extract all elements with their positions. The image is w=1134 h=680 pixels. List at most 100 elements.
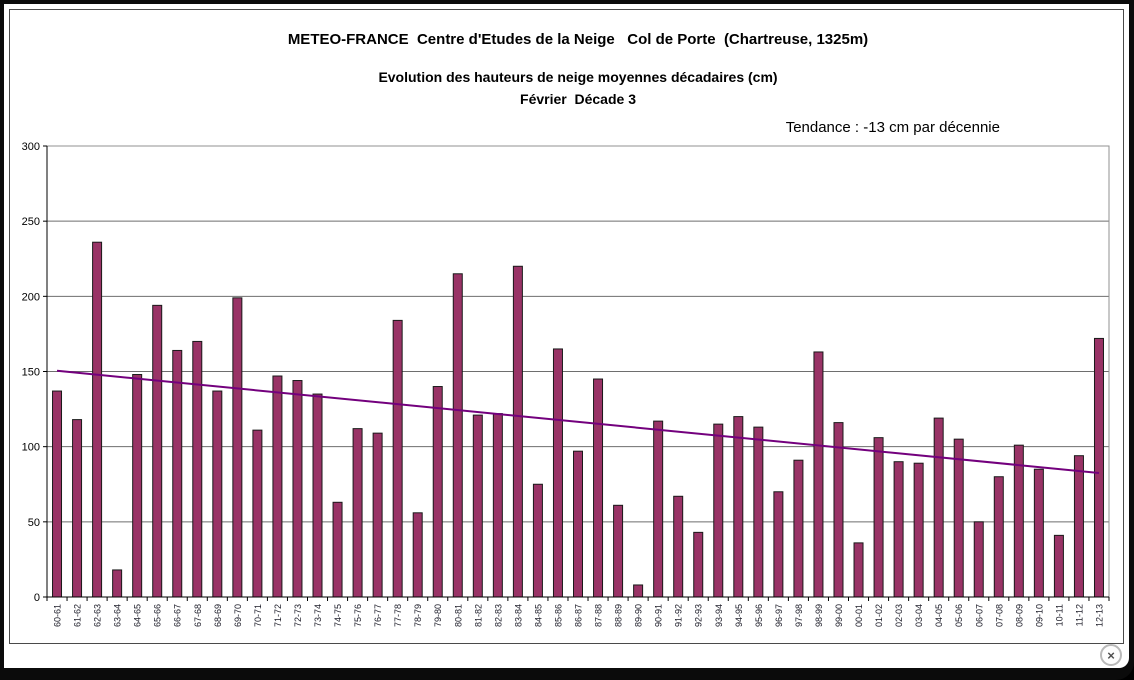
x-tick-label: 91-92	[674, 604, 684, 627]
x-tick-label: 74-75	[333, 604, 343, 627]
bar	[673, 495, 684, 598]
y-tick-label: 300	[22, 141, 40, 153]
x-tick-label: 70-71	[253, 604, 263, 627]
bar	[252, 429, 263, 598]
x-tick-label: 98-99	[814, 604, 824, 627]
y-tick-label: 250	[22, 216, 40, 228]
x-tick-label: 95-96	[754, 604, 764, 627]
bar	[112, 569, 123, 598]
plot-svg: 0 50 100 150 200 250 300 60-61 61-62 62-63 63-64 64…	[22, 141, 1110, 627]
bar	[793, 459, 804, 598]
bar	[552, 348, 563, 598]
x-tick-label: 88-89	[614, 604, 624, 627]
x-tick-label: 12-13	[1094, 604, 1104, 627]
x-tick-label: 93-94	[714, 604, 724, 627]
y-tick-label: 200	[22, 291, 40, 303]
bar	[953, 438, 964, 598]
x-tick-label: 96-97	[774, 604, 784, 627]
x-tick-label: 08-09	[1014, 604, 1024, 627]
bar	[693, 531, 704, 598]
x-tick-label: 79-80	[433, 604, 443, 627]
bar	[613, 504, 624, 598]
bar	[232, 297, 243, 598]
bar	[633, 584, 644, 598]
x-tick-label: 92-93	[694, 604, 704, 627]
bar	[873, 437, 884, 598]
bar	[753, 426, 764, 598]
bar	[1053, 534, 1064, 598]
bar	[132, 374, 143, 598]
bar	[833, 422, 844, 598]
bar	[532, 483, 543, 598]
bar	[813, 351, 824, 598]
x-tick-label: 97-98	[794, 604, 804, 627]
bar	[853, 542, 864, 598]
bar	[593, 378, 604, 598]
bar	[893, 461, 904, 598]
x-tick-label: 90-91	[654, 604, 664, 627]
x-tick-label: 99-00	[834, 604, 844, 627]
bar	[713, 423, 724, 598]
bar	[292, 380, 303, 598]
bar	[512, 265, 523, 598]
trend-line	[56, 369, 1100, 474]
x-tick-label: 89-90	[634, 604, 644, 627]
bar	[392, 319, 403, 598]
close-icon: ×	[1107, 647, 1115, 663]
bar	[1073, 455, 1084, 598]
x-tick-label: 80-81	[453, 604, 463, 627]
bar	[92, 241, 103, 598]
bar	[412, 512, 423, 598]
bar	[492, 413, 503, 598]
x-tick-label: 10-11	[1054, 604, 1064, 626]
bar	[332, 501, 343, 598]
bar	[272, 375, 283, 598]
bar	[1033, 468, 1044, 598]
x-tick-label: 81-82	[473, 604, 483, 627]
x-tick-label: 66-67	[173, 604, 183, 627]
x-tick-label: 01-02	[874, 604, 884, 627]
y-tick-label: 0	[34, 592, 40, 604]
x-tick-label: 71-72	[273, 604, 283, 627]
bar	[372, 432, 383, 598]
bar	[432, 386, 443, 598]
bar	[973, 521, 984, 598]
bar	[993, 476, 1004, 598]
x-tick-label: 09-10	[1034, 604, 1044, 627]
x-tick-label: 02-03	[894, 604, 904, 627]
bar	[192, 340, 203, 598]
x-tick-label: 65-66	[153, 604, 163, 627]
y-tick-label: 50	[28, 517, 40, 529]
x-tick-label: 00-01	[854, 604, 864, 627]
x-tick-label: 06-07	[974, 604, 984, 627]
bar	[352, 428, 363, 598]
y-tick-label: 150	[22, 367, 40, 379]
x-tick-label: 87-88	[594, 604, 604, 627]
x-tick-label: 61-62	[73, 604, 83, 627]
x-tick-label: 68-69	[213, 604, 223, 627]
x-tick-label: 84-85	[533, 604, 543, 627]
x-tick-label: 11-12	[1074, 604, 1084, 626]
x-tick-label: 94-95	[734, 604, 744, 627]
bar	[212, 390, 223, 598]
bar	[733, 416, 744, 598]
bar	[913, 462, 924, 598]
x-tick-label: 85-86	[553, 604, 563, 627]
bar	[933, 417, 944, 598]
close-button[interactable]: ×	[1100, 644, 1122, 666]
x-tick-label: 03-04	[914, 604, 924, 627]
x-tick-label: 05-06	[954, 604, 964, 627]
trend-annotation: Tendance : -13 cm par décennie	[785, 119, 1000, 136]
bar	[573, 450, 583, 598]
x-tick-label: 77-78	[393, 604, 403, 627]
x-tick-label: 64-65	[133, 604, 143, 627]
x-tick-label: 62-63	[93, 604, 103, 627]
x-tick-label: 63-64	[113, 604, 123, 627]
bar	[773, 491, 784, 598]
bar	[1013, 444, 1024, 598]
x-tick-label: 75-76	[353, 604, 363, 627]
y-tick-label: 100	[22, 442, 40, 454]
bar	[1093, 337, 1104, 598]
x-tick-label: 07-08	[994, 604, 1004, 627]
